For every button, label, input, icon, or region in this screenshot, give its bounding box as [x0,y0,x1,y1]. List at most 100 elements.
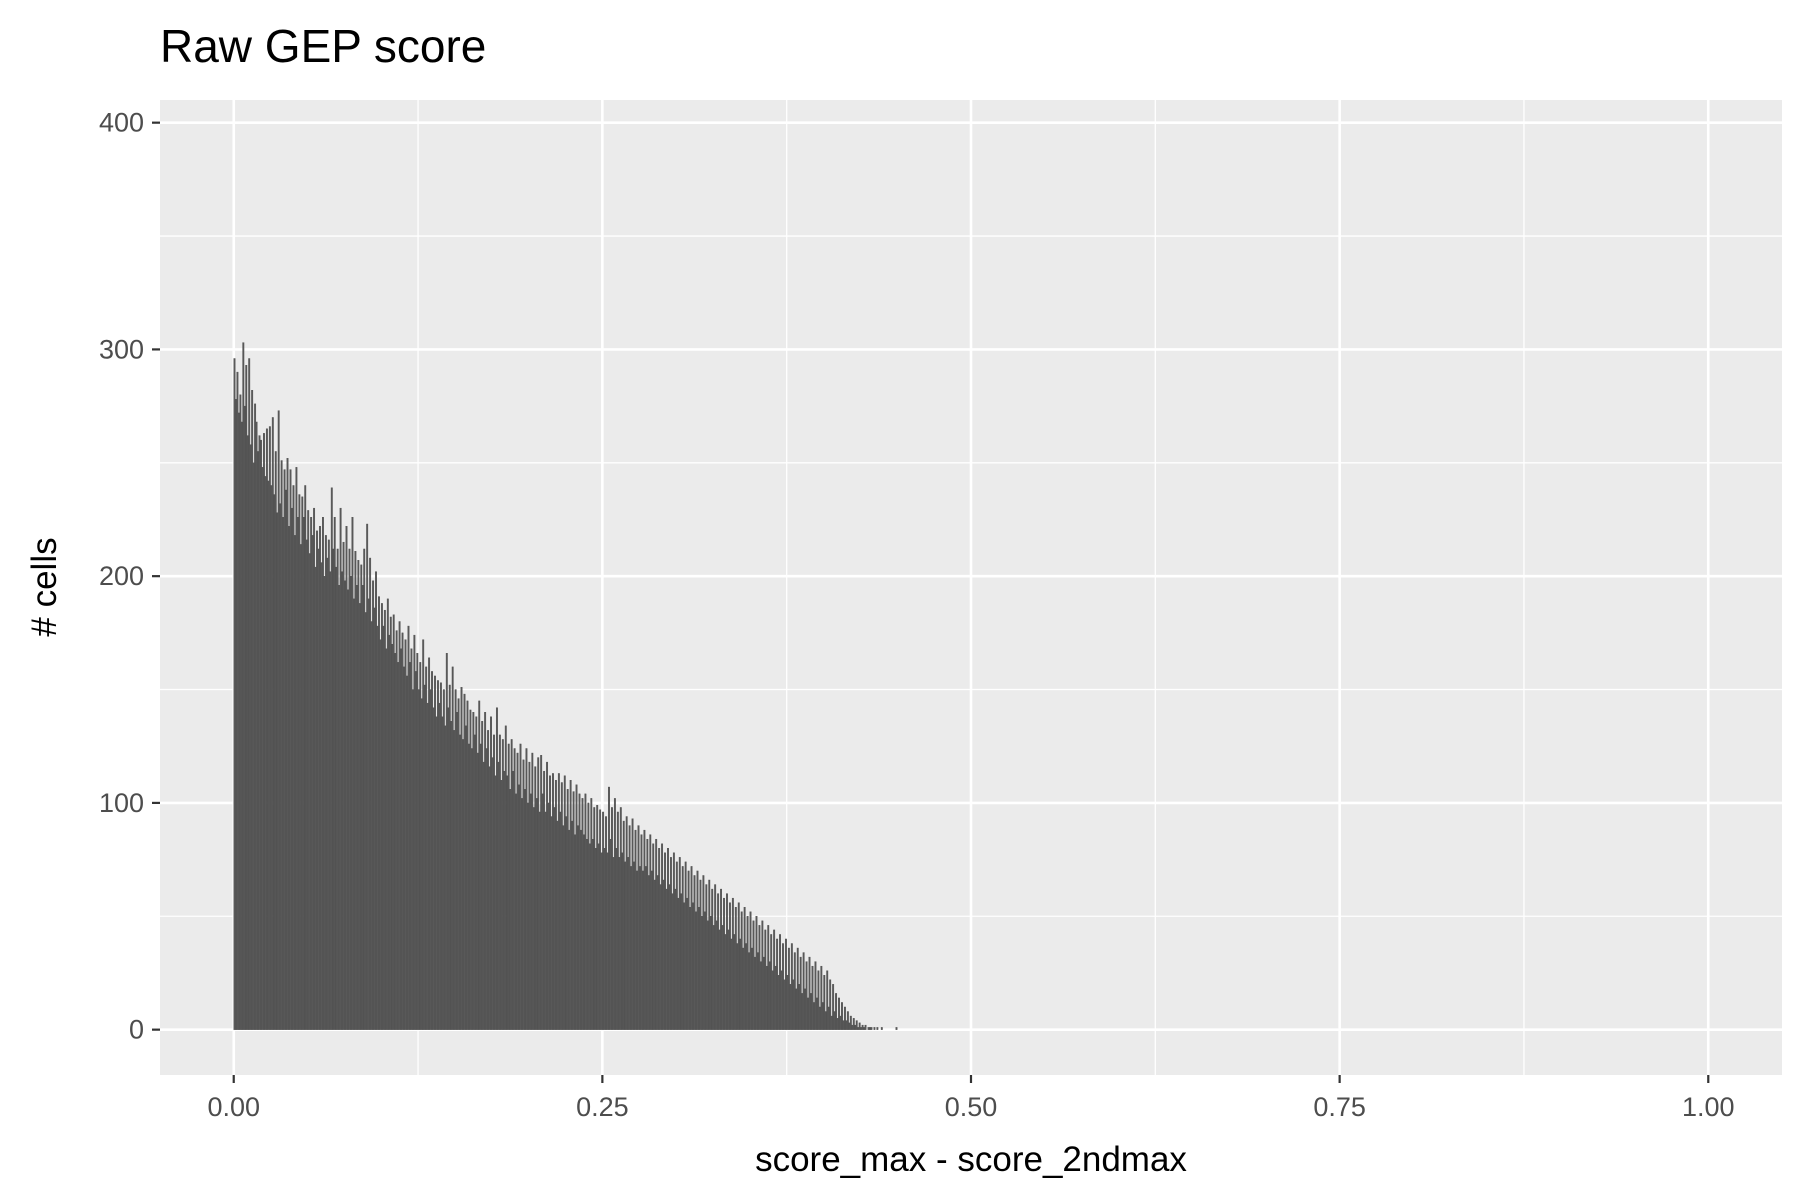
histogram-bar [441,716,444,1030]
histogram-bar [563,775,566,1030]
histogram-bar [695,911,697,1030]
histogram-bar [528,761,531,1030]
histogram-bar [843,1006,846,1030]
histogram-bar [851,1024,854,1030]
histogram-bar [621,852,624,1030]
histogram-bar [597,843,600,1030]
histogram-bar [658,848,661,1030]
histogram-bar [807,997,809,1030]
histogram-bar [363,548,366,1030]
histogram-bar [460,687,463,1030]
histogram-bar [276,512,279,1030]
histogram-bar [482,761,485,1030]
histogram-bar [804,988,807,1030]
histogram-bar [326,557,329,1030]
histogram-bar [552,773,554,1030]
histogram-bar [465,725,467,1030]
histogram-bar [745,943,748,1030]
histogram-bar [546,761,549,1030]
histogram-bar [602,811,605,1030]
histogram-bar [718,929,721,1030]
histogram-bar [768,961,771,1030]
histogram-bar [731,897,734,1030]
histogram-bar [475,716,478,1030]
histogram-bar [619,807,622,1030]
histogram-bar [581,798,584,1030]
histogram-bar [743,907,746,1030]
histogram-bar [703,911,706,1030]
histogram-bar [838,997,840,1030]
histogram-bar [588,843,591,1030]
histogram-bar [662,879,665,1030]
histogram-bar [795,988,798,1030]
histogram-bar [324,535,327,1030]
histogram-bar [373,607,376,1030]
y-tick-label: 0 [129,1015,144,1045]
y-tick-label: 200 [99,561,144,591]
histogram-bar [286,458,289,1030]
histogram-bar [861,1024,864,1030]
histogram-bar [397,662,400,1030]
histogram-bar [442,689,445,1030]
histogram-bar [780,970,783,1030]
histogram-bar [686,897,689,1030]
histogram-bar [437,680,439,1030]
histogram-bar [333,517,336,1030]
histogram-bar [696,870,699,1030]
histogram-bar [417,689,420,1030]
histogram-bar [447,707,450,1030]
histogram-bar [652,843,655,1030]
histogram-bar [790,943,793,1030]
histogram-bar [376,625,379,1030]
histogram-bar [569,780,572,1030]
histogram-bar [553,807,556,1030]
histogram-bar [438,702,441,1030]
histogram-bar [681,866,684,1030]
histogram-bar [625,816,628,1030]
histogram-bar [540,755,543,1030]
histogram-bar [466,700,469,1030]
histogram-bar [541,793,544,1030]
histogram-bar [410,648,413,1030]
histogram-bar [535,798,538,1030]
histogram-bar [351,517,354,1030]
histogram-bar [765,965,768,1030]
histogram-bar [506,775,509,1030]
histogram-bar [565,816,568,1030]
histogram-bar [487,730,490,1030]
histogram-bar [754,956,756,1030]
histogram-bar [422,639,425,1030]
histogram-bar [814,961,817,1030]
histogram-bar [490,716,492,1030]
histogram-bar [706,920,709,1030]
histogram-bar [720,888,723,1030]
histogram-bar [577,825,579,1030]
histogram-bar [516,752,519,1030]
histogram-bar [817,970,820,1030]
histogram-bar [246,435,249,1030]
histogram-bar [469,709,472,1030]
y-tick-label: 100 [99,788,144,818]
histogram-bar [818,1006,821,1030]
histogram-bar [392,614,395,1030]
histogram-bar [504,725,507,1030]
histogram-bar [808,956,811,1030]
histogram-bar [320,562,323,1030]
histogram-bar [242,342,245,1030]
histogram-bar [805,961,808,1030]
histogram-bar [554,780,557,1030]
histogram-bar [317,548,320,1030]
histogram-bar [870,1027,873,1030]
histogram-bar [476,752,479,1030]
histogram-bar [571,820,574,1030]
histogram-bar [258,435,261,1030]
histogram-bar [407,625,410,1030]
histogram-bar [431,671,433,1030]
histogram-bar [594,848,597,1030]
histogram-bar [301,496,304,1030]
histogram-bar [627,857,630,1030]
histogram-bar [448,684,451,1030]
histogram-bar [640,834,643,1030]
histogram-bar [524,789,526,1030]
